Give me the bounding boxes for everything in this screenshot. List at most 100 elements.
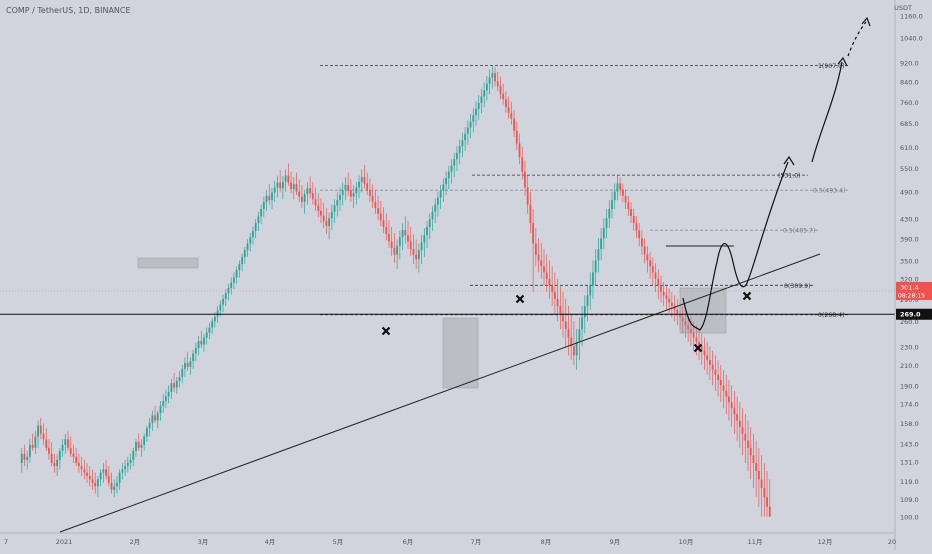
candle-body (314, 199, 317, 206)
arrow-head (837, 56, 848, 67)
candle-body (137, 442, 140, 448)
candle-body (431, 211, 434, 220)
price-tick-label: 390.0 (900, 235, 919, 243)
cross-mark-icon (742, 291, 752, 301)
trendline (59, 253, 821, 533)
time-tick-label: 8月 (541, 538, 552, 546)
candle-body (72, 453, 75, 457)
candle-body (50, 453, 53, 463)
candle-body (249, 237, 252, 244)
candle-body (578, 329, 581, 342)
candle-body (388, 234, 390, 242)
fib-level-label: 0(309.9) (784, 283, 810, 290)
candle-body (469, 121, 472, 128)
candle-body (86, 472, 88, 476)
candle-body (148, 423, 151, 429)
candle-body (91, 479, 94, 483)
candle-body (184, 362, 186, 369)
fib-level-label: 0(268.4) (818, 312, 844, 319)
candle-body (763, 488, 766, 498)
candle-body (529, 204, 532, 224)
candle-body (619, 183, 622, 190)
candle-body (472, 115, 475, 122)
price-tick-label: 350.0 (900, 257, 919, 265)
candle-body (537, 254, 540, 261)
candle-body (156, 412, 159, 421)
candle-body (238, 263, 241, 270)
arrow-head (783, 155, 795, 166)
candle-body (766, 497, 768, 507)
candle-body (505, 99, 507, 108)
candle-body (423, 235, 426, 243)
candle-body (475, 108, 477, 116)
time-tick-label: 11月 (748, 538, 763, 546)
time-axis[interactable]: 7 2021 2月 3月 4月 5月 6月 7月 8月 9月 10月 11月 12月 20 (0, 532, 896, 546)
candle-body (216, 310, 219, 317)
price-tick-label: 685.0 (900, 120, 919, 128)
candle-body (330, 211, 333, 219)
candle-body (132, 450, 135, 460)
price-axis[interactable]: 1160.0 1040.0 920.0 840.0 760.0 685.0 610.0 550… (894, 0, 932, 550)
candle-body (309, 188, 311, 194)
candle-body (121, 469, 124, 473)
candle-body (581, 317, 583, 330)
candle-body (257, 216, 260, 224)
candle-body (668, 298, 671, 303)
candle-body (69, 447, 72, 454)
price-tick-label: 260.0 (900, 318, 919, 326)
last-price-tag (896, 281, 932, 300)
candle-body (113, 486, 116, 490)
candle-body (303, 194, 306, 202)
candle-body (328, 218, 331, 227)
candle-body (605, 218, 608, 229)
candle-body (673, 306, 676, 310)
candle-body (703, 350, 706, 356)
candle-body (532, 223, 535, 244)
candle-body (102, 469, 105, 473)
candle-body (757, 471, 760, 480)
candle-body (37, 425, 39, 437)
projection-path (847, 21, 867, 57)
price-tick-label: 109.0 (900, 496, 919, 504)
candle-body (488, 77, 491, 84)
candle-body (262, 201, 265, 210)
candle-body (456, 152, 458, 160)
candle-body (105, 469, 107, 476)
candle-body (548, 278, 551, 286)
candle-body (453, 159, 456, 166)
candle-body (56, 459, 59, 467)
candle-body (203, 337, 205, 345)
candle-body (728, 396, 730, 403)
cross-mark-icon (693, 343, 703, 353)
price-tick-label: 174.0 (900, 400, 919, 408)
candle-body (676, 309, 679, 314)
candle-body (543, 266, 545, 273)
candle-body (341, 189, 344, 195)
candle-body (279, 182, 282, 189)
time-tick-label: 5月 (333, 538, 344, 546)
candle-body (271, 192, 273, 201)
support-box (137, 257, 199, 269)
candle-body (733, 408, 736, 415)
candle-body (276, 182, 279, 188)
candle-body (181, 368, 184, 377)
candle-body (295, 184, 298, 192)
candle-body (485, 83, 488, 91)
candle-body (360, 177, 363, 182)
candle-body (162, 401, 165, 406)
candle-body (649, 260, 651, 267)
candle-body (540, 260, 543, 267)
arrow-head (861, 16, 871, 27)
candle-body (363, 177, 366, 184)
candle-body (287, 175, 290, 183)
candle-body (564, 321, 567, 330)
candle-body (42, 433, 45, 440)
candle-body (597, 249, 600, 261)
projection-path (811, 61, 843, 163)
candle-body (641, 238, 643, 247)
time-tick-label: 2021 (56, 538, 73, 546)
candle-body (347, 185, 350, 191)
candle-body (670, 302, 673, 307)
